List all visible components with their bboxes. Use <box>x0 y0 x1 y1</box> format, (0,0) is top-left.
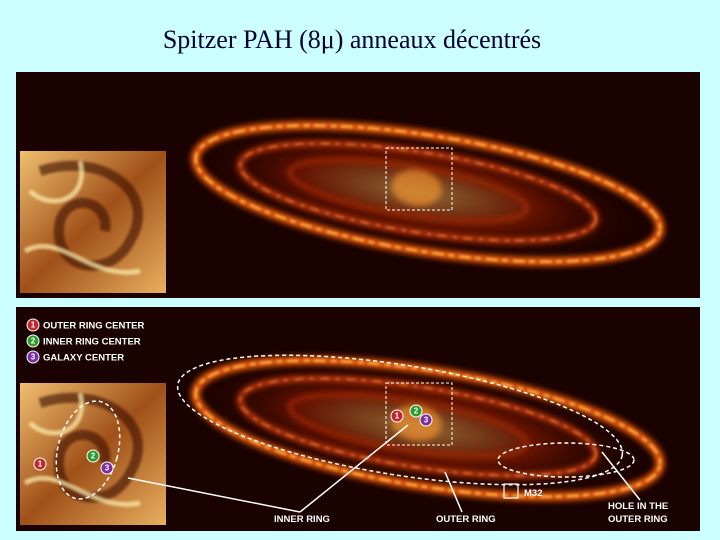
marker-circle <box>419 413 433 427</box>
marker-circle <box>390 409 404 423</box>
slide-title: Spitzer PAH (8μ) anneaux décentrés <box>163 25 541 54</box>
marker-number: 2 <box>31 337 36 346</box>
legend-label: INNER RING CENTER <box>43 337 141 348</box>
marker-number: 1 <box>31 321 36 330</box>
marker-number: 1 <box>38 460 43 469</box>
bottom-image <box>16 307 700 531</box>
marker-circle <box>100 461 114 475</box>
m32-label: M32 <box>524 488 542 499</box>
marker-circle <box>26 334 40 348</box>
inner-ring-label: INNER RING <box>274 514 330 525</box>
marker-circle <box>26 350 40 364</box>
marker-circle <box>86 449 100 463</box>
outer-ring-label: OUTER RING <box>436 514 496 525</box>
marker-number: 3 <box>105 464 110 473</box>
marker-circle <box>409 404 423 418</box>
hole-label: HOLE IN THE <box>608 501 668 512</box>
top-image <box>16 72 700 298</box>
legend: 1 OUTER RING CENTER 2 INNER RING CENTER 3 GAL… <box>26 318 144 364</box>
legend-label: GALAXY CENTER <box>43 353 124 364</box>
legend-label: OUTER RING CENTER <box>43 321 144 332</box>
marker-number: 3 <box>31 353 36 362</box>
marker-circle <box>26 318 40 332</box>
marker-number: 2 <box>414 407 419 416</box>
marker-number: 2 <box>91 452 96 461</box>
marker-circle <box>33 457 47 471</box>
hole-label: OUTER RING <box>608 514 668 525</box>
marker-number: 1 <box>395 412 400 421</box>
marker-number: 3 <box>424 416 429 425</box>
